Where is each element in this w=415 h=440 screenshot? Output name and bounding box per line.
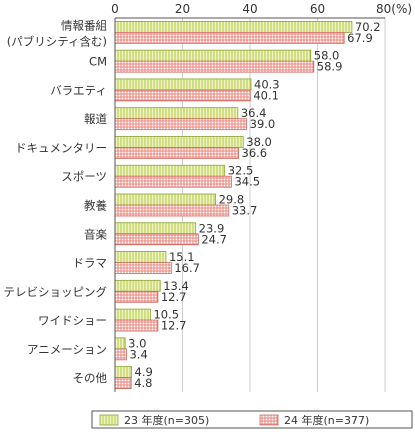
category-label: 情報番組 bbox=[61, 18, 107, 32]
bar bbox=[114, 204, 230, 217]
data-label: 10.5 bbox=[153, 308, 179, 322]
bar bbox=[114, 193, 216, 206]
data-label: 36.4 bbox=[241, 106, 267, 120]
bar bbox=[114, 89, 251, 102]
data-label: 23.9 bbox=[199, 221, 225, 235]
data-label: 13.4 bbox=[163, 279, 189, 293]
category-label: ドラマ bbox=[73, 256, 108, 270]
bar bbox=[114, 136, 244, 148]
category-label: アニメーション bbox=[27, 342, 107, 356]
category-label: CM bbox=[89, 55, 107, 69]
x-tick-label: 60 bbox=[310, 2, 325, 16]
bar bbox=[114, 78, 252, 91]
data-label: 36.6 bbox=[242, 146, 268, 160]
bar bbox=[114, 164, 226, 177]
category-label: バラエティ bbox=[50, 83, 107, 97]
x-tick-label: 40 bbox=[242, 2, 257, 16]
data-label: 58.9 bbox=[317, 60, 343, 74]
category-label: (パブリシティ含む) bbox=[7, 34, 107, 48]
bar bbox=[114, 118, 248, 131]
bar bbox=[114, 308, 151, 321]
bar bbox=[114, 107, 239, 120]
data-label: 70.2 bbox=[355, 20, 381, 34]
legend-box bbox=[91, 410, 413, 429]
data-label: 34.5 bbox=[234, 175, 260, 189]
data-label: 67.9 bbox=[347, 31, 373, 45]
bar bbox=[114, 49, 312, 62]
category-label: ワイドショー bbox=[38, 314, 107, 328]
data-label: 15.1 bbox=[169, 250, 195, 264]
axis-lines bbox=[114, 17, 385, 392]
data-label: 40.1 bbox=[253, 88, 279, 102]
x-axis-ticks: 0 20 40 60 80(%) bbox=[111, 2, 412, 16]
bar bbox=[114, 348, 127, 361]
x-tick-label: 0 bbox=[111, 2, 119, 16]
bar bbox=[114, 60, 315, 73]
bar bbox=[114, 377, 132, 390]
bar bbox=[114, 175, 232, 188]
data-label: 16.7 bbox=[174, 261, 200, 275]
category-label: ドキュメンタリー bbox=[15, 141, 107, 155]
category-label: テレビショッピング bbox=[4, 285, 108, 299]
data-label: 3.0 bbox=[128, 336, 146, 350]
category-label: 教養 bbox=[84, 199, 107, 213]
bar bbox=[114, 337, 126, 350]
legend-swatch bbox=[259, 414, 279, 426]
bar bbox=[114, 366, 132, 379]
value-labels: 70.267.9 58.058.9 40.340.1 36.439.0 38.036.6… bbox=[128, 20, 380, 390]
data-label: 4.9 bbox=[135, 365, 153, 379]
x-tick-label: 80(%) bbox=[376, 2, 412, 16]
data-label: 12.7 bbox=[161, 319, 187, 333]
bar bbox=[114, 147, 239, 159]
data-label: 32.5 bbox=[228, 164, 254, 178]
bar bbox=[114, 319, 159, 332]
category-labels: 情報番組 (パブリシティ含む) CM バラエティ報道ドキュメンタリースポーツ教養音楽ド… bbox=[4, 18, 108, 385]
data-label: 33.7 bbox=[232, 204, 258, 218]
bar bbox=[114, 222, 197, 235]
bar bbox=[114, 262, 172, 274]
data-label: 58.0 bbox=[314, 49, 340, 63]
data-label: 38.0 bbox=[246, 135, 272, 149]
bar bbox=[114, 20, 353, 33]
data-label: 4.8 bbox=[134, 376, 152, 390]
bar bbox=[114, 251, 167, 263]
legend-swatch bbox=[99, 414, 119, 426]
data-label: 3.4 bbox=[129, 347, 147, 361]
legend-label: 23 年度(n=305) bbox=[124, 413, 209, 427]
data-label: 24.7 bbox=[201, 232, 227, 246]
legend-label: 24 年度(n=377) bbox=[284, 413, 369, 427]
bar bbox=[114, 279, 161, 292]
bar bbox=[114, 233, 199, 246]
category-label: 報道 bbox=[84, 112, 107, 126]
category-label: その他 bbox=[73, 371, 108, 385]
bar bbox=[114, 290, 159, 303]
legend: 23 年度(n=305) 24 年度(n=377) bbox=[91, 410, 413, 429]
category-label: スポーツ bbox=[61, 170, 107, 184]
bar bbox=[114, 31, 345, 44]
data-label: 40.3 bbox=[254, 77, 280, 91]
data-label: 12.7 bbox=[161, 290, 187, 304]
x-tick-label: 20 bbox=[175, 2, 190, 16]
data-label: 39.0 bbox=[250, 117, 276, 131]
data-label: 29.8 bbox=[219, 193, 245, 207]
category-label: 音楽 bbox=[84, 227, 107, 241]
